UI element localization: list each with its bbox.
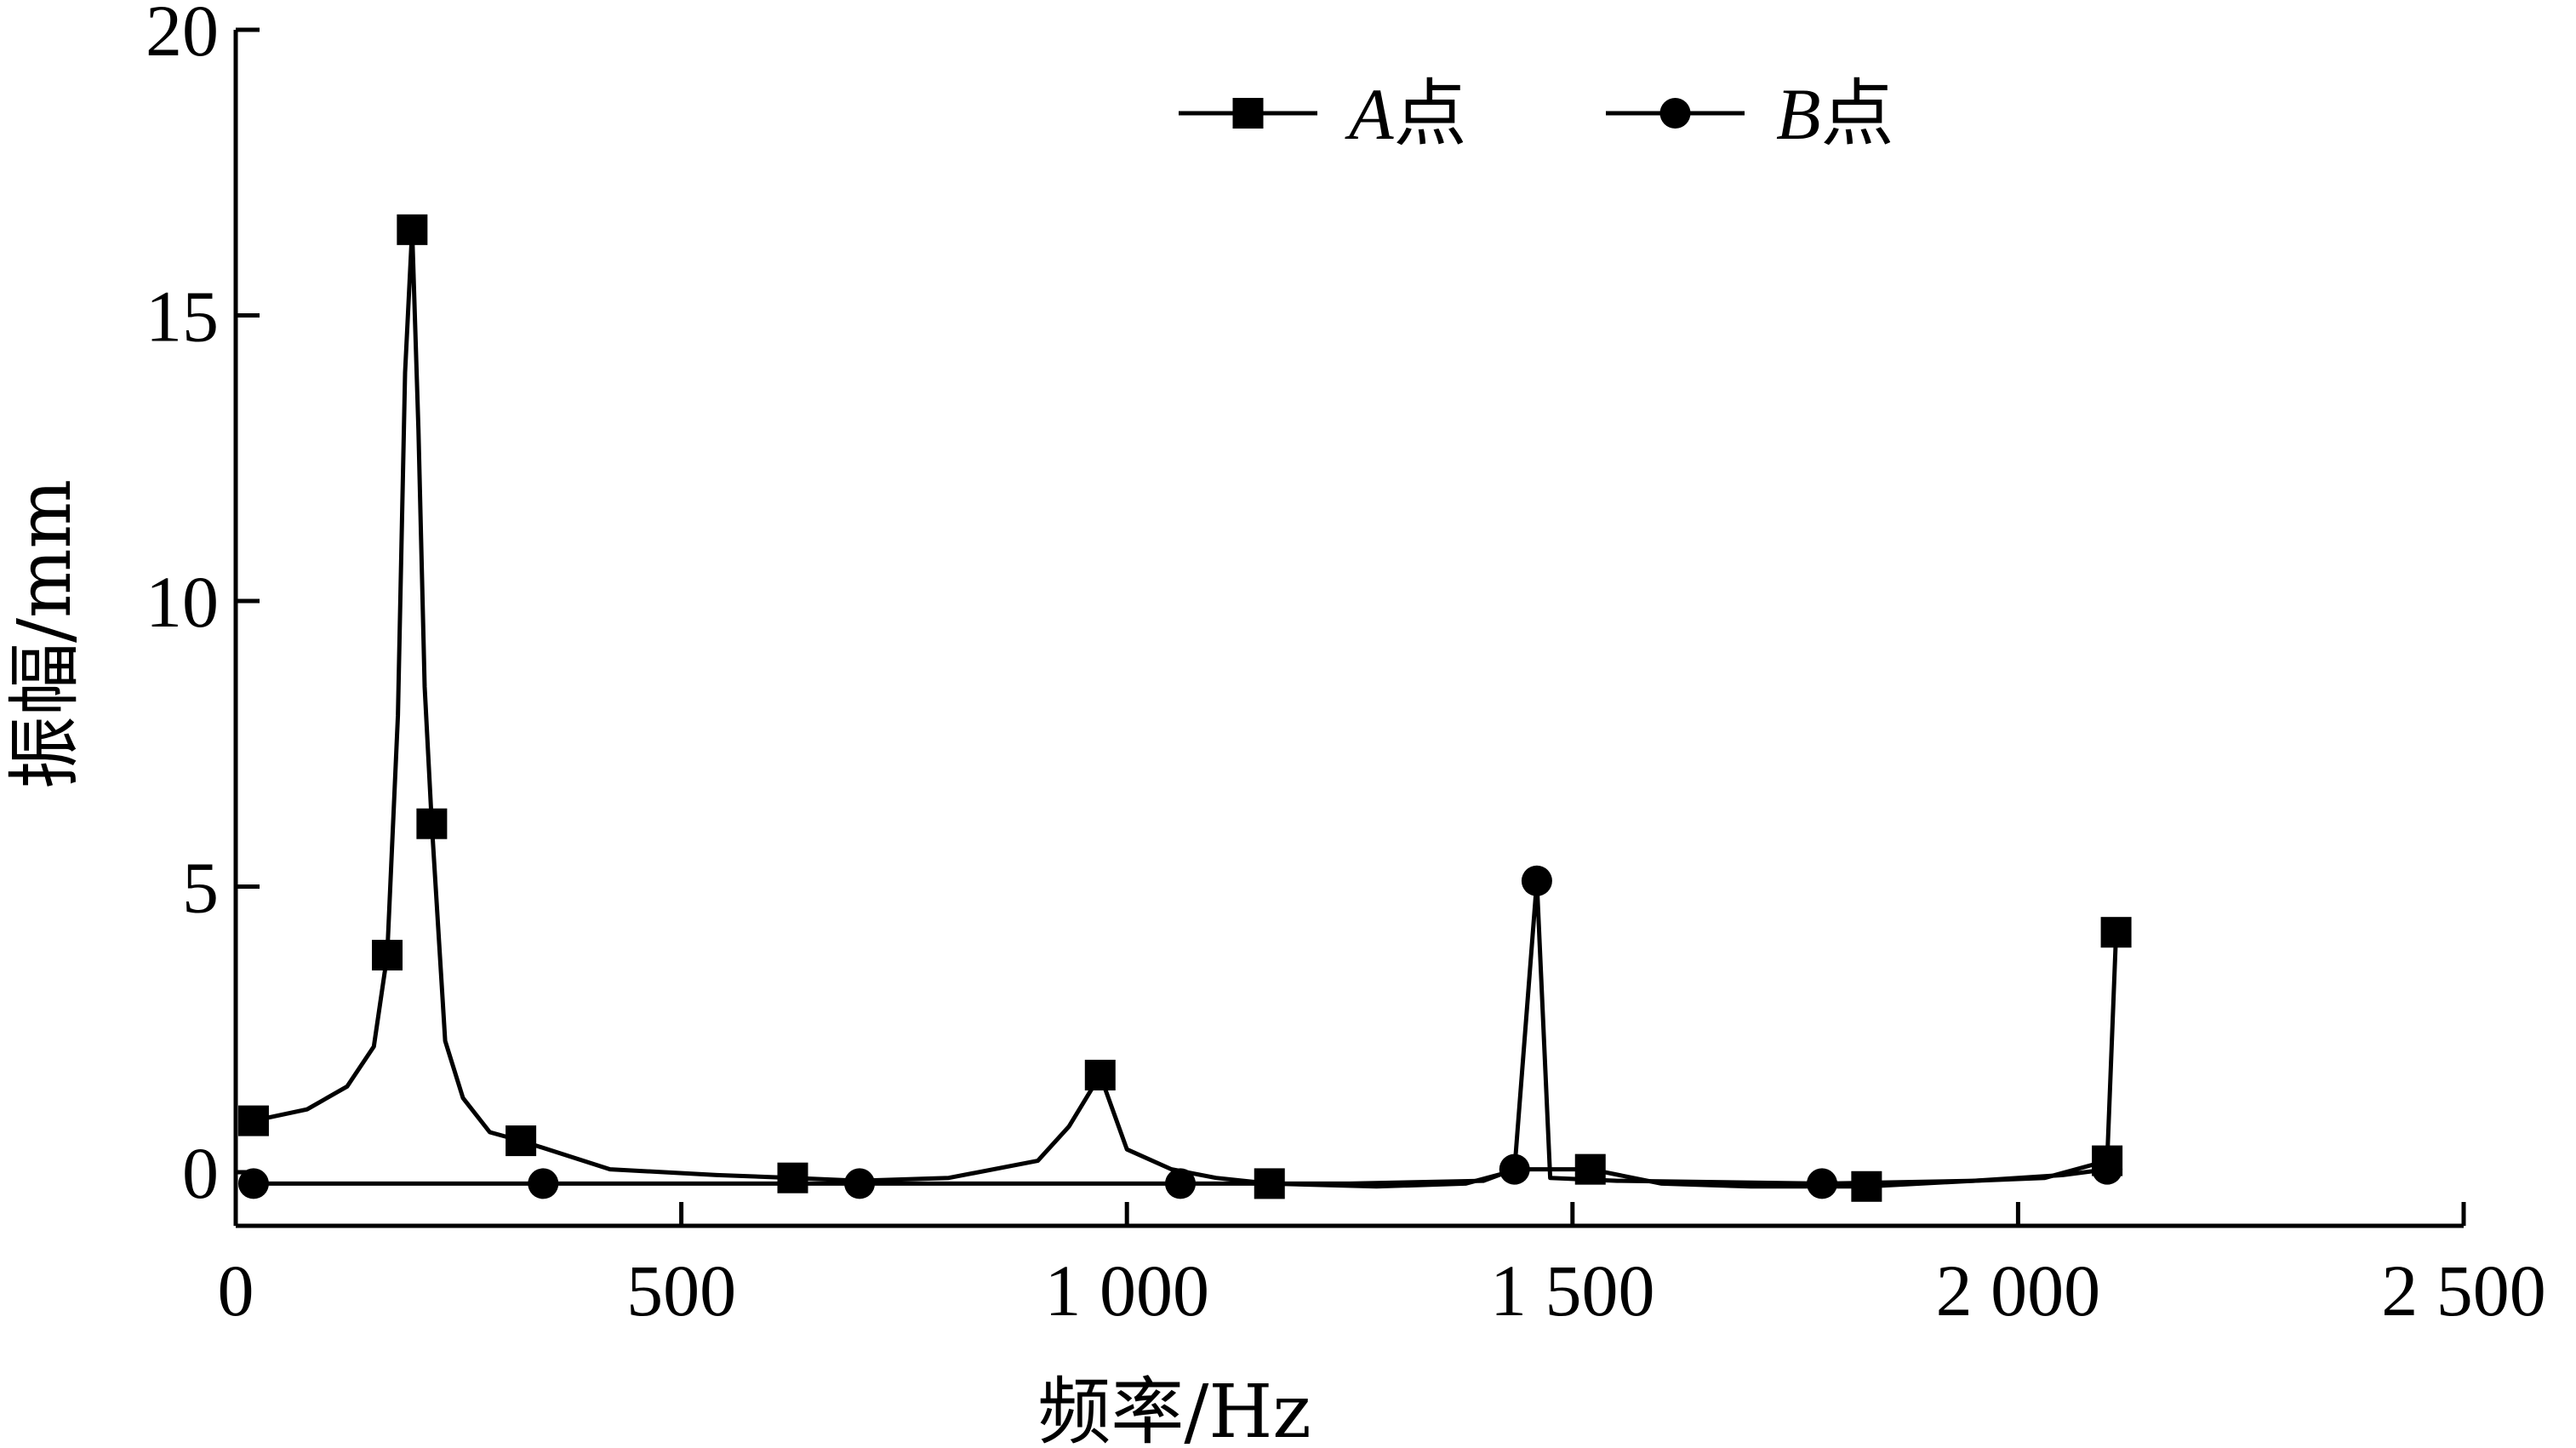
plot-area (237, 214, 2132, 1202)
series-a-point (505, 1125, 537, 1157)
series-b-point (1521, 865, 1552, 896)
series-a-point (372, 940, 403, 971)
series-b-point (237, 1168, 269, 1199)
legend-item-a: A点 (1179, 72, 1467, 157)
x-tick-label: 2 000 (1936, 1250, 2101, 1331)
y-tick-label: 15 (146, 276, 219, 358)
x-tick-label: 1 500 (1490, 1250, 1655, 1331)
y-ticks: 0 5 10 15 20 (146, 0, 260, 1214)
x-tick-label: 1 000 (1044, 1250, 1209, 1331)
series-b-point (2092, 1153, 2123, 1185)
x-axis-label: 频率/Hz (1037, 1370, 1311, 1448)
y-tick-label: 10 (146, 561, 219, 643)
series-a-point (2100, 917, 2132, 948)
x-tick-label: 2 500 (2381, 1250, 2546, 1331)
x-ticks: 0 500 1 000 1 500 2 000 2 500 (218, 1202, 2546, 1331)
series-a-point (1851, 1170, 1882, 1202)
y-tick-label: 0 (182, 1132, 219, 1214)
series-a-point (777, 1162, 808, 1193)
legend-label-a: A点 (1345, 72, 1467, 157)
legend-item-b: B点 (1606, 72, 1894, 157)
legend-marker-b (1659, 98, 1691, 129)
y-tick-label: 20 (146, 0, 219, 72)
series-b-line (253, 879, 2108, 1186)
series-a-point (397, 214, 428, 245)
series-b-point (844, 1168, 876, 1199)
y-tick-label: 5 (182, 847, 219, 929)
legend-marker-a (1232, 98, 1264, 129)
series-a-point (1084, 1059, 1116, 1090)
series-b-point (528, 1168, 559, 1199)
series-a-line (253, 227, 2119, 1189)
series-a-point (237, 1105, 269, 1136)
series-b-point (1165, 1168, 1197, 1199)
x-tick-label: 0 (218, 1250, 254, 1331)
series-a-point (416, 808, 448, 839)
y-axis-label: 振幅/mm (3, 479, 88, 789)
axes: 0 500 1 000 1 500 2 000 2 500 0 5 10 15 20 (146, 0, 2546, 1331)
x-tick-label: 500 (626, 1250, 736, 1331)
series-a (237, 214, 2132, 1202)
series-b (237, 865, 2123, 1199)
legend-label-b: B点 (1776, 72, 1894, 157)
series-b-point (1807, 1168, 1838, 1199)
legend: A点 B点 (1179, 72, 1894, 157)
series-b-point (1499, 1153, 1530, 1185)
